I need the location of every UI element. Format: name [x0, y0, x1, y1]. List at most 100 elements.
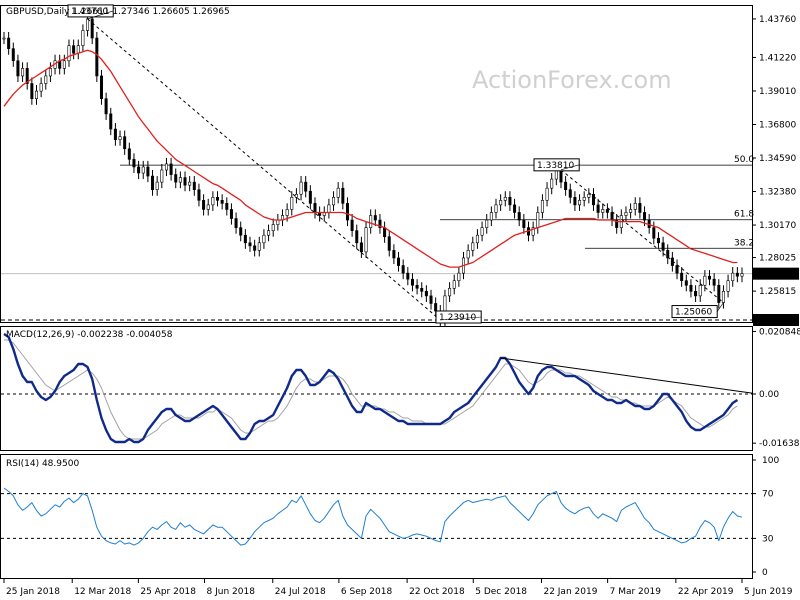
price-candle-body: [313, 203, 317, 213]
price-candle-body: [86, 18, 90, 31]
price-candle-body: [25, 68, 29, 84]
price-candle-body: [206, 204, 210, 210]
price-candle-body: [605, 209, 609, 213]
price-candle-body: [234, 218, 238, 228]
price-candle-body: [308, 190, 312, 204]
price-candle-body: [243, 234, 247, 244]
price-candle-body: [424, 291, 428, 297]
price-candle-body: [90, 18, 94, 39]
x-axis-tick-label: 24 Jul 2018: [275, 587, 326, 597]
price-candle-body: [192, 181, 196, 191]
price-candle-body: [545, 187, 549, 201]
price-candle-body: [582, 196, 586, 201]
price-candle-body: [536, 212, 540, 228]
price-candle-body: [415, 284, 419, 289]
price-candle-body: [471, 242, 475, 251]
price-candle-body: [624, 212, 628, 216]
moving-average-line: [3, 49, 738, 268]
price-candle-body: [21, 68, 25, 77]
price-candle-body: [113, 128, 117, 140]
price-candle-body: [689, 284, 693, 292]
price-panel-frame: [0, 5, 753, 323]
price-candle-body: [457, 272, 461, 282]
rsi-panel: 100 70 30 0: [1, 456, 779, 578]
price-y-tick-label: 1.25815: [759, 287, 796, 297]
price-candle-body: [137, 166, 141, 174]
price-candle-body: [698, 284, 702, 297]
price-annotation-connector: [560, 164, 580, 171]
price-candle-body: [257, 242, 261, 251]
price-candle-body: [146, 166, 150, 177]
price-candle-body: [387, 236, 391, 251]
price-candle-body: [475, 234, 479, 244]
price-candle-body: [197, 189, 201, 201]
price-candle-body: [239, 227, 243, 236]
price-candle-body: [513, 204, 517, 213]
price-candle-body: [294, 193, 298, 198]
price-candle-body: [271, 224, 275, 231]
price-candle-body: [735, 272, 739, 277]
price-candle-body: [494, 204, 498, 213]
price-candle-body: [694, 291, 698, 297]
price-candle-body: [499, 200, 503, 206]
x-axis-tick-label: 6 Sep 2018: [341, 587, 393, 597]
x-axis-tick-label: 5 Jun 2019: [744, 587, 793, 597]
price-candle-body: [615, 219, 619, 228]
price-candle-body: [568, 189, 572, 198]
price-candle-body: [401, 265, 405, 274]
price-candle-body: [285, 209, 289, 216]
price-candle-body: [104, 98, 108, 115]
price-candle-body: [188, 181, 192, 186]
price-candle-body: [383, 227, 387, 238]
price-candle-body: [183, 177, 187, 186]
price-candle-body: [11, 48, 15, 62]
price-candle-body: [160, 169, 164, 183]
price-candle-body: [72, 45, 76, 54]
price-y-tick-label: 1.28025: [759, 254, 796, 264]
price-annotation-connector: [87, 10, 114, 20]
x-axis-tick-label: 22 Jan 2019: [543, 587, 597, 597]
price-candle-body: [591, 193, 595, 206]
price-candle-body: [267, 230, 271, 236]
price-candle-body: [540, 200, 544, 213]
down-trend-line: [87, 18, 441, 321]
price-candle-body: [522, 219, 526, 228]
price-candle-body: [341, 187, 345, 204]
price-y-tick-label: 1.41220: [759, 53, 796, 63]
price-candle-body: [392, 250, 396, 259]
price-candle-body: [202, 200, 206, 210]
x-axis-tick-label: 5 Dec 2018: [475, 587, 527, 597]
price-candle-body: [643, 212, 647, 221]
fib-level-label: 38.2: [734, 238, 754, 248]
price-candle-body: [16, 60, 20, 77]
price-candle-body: [740, 273, 744, 277]
price-y-tick-label: 1.36800: [759, 120, 796, 130]
price-candle-body: [359, 242, 363, 253]
price-candle-body: [406, 272, 410, 280]
price-candle-body: [327, 204, 331, 213]
macd-panel-frame: [0, 326, 753, 451]
macd-line: [3, 332, 739, 444]
price-candle-body: [67, 45, 71, 62]
watermark: ActionForex.com: [472, 66, 672, 94]
price-candle-body: [652, 227, 656, 239]
price-candle-body: [503, 196, 507, 201]
price-candle-body: [220, 200, 224, 204]
rsi-title: RSI(14) 48.9500: [6, 459, 79, 469]
price-candle-body: [661, 242, 665, 251]
price-candle-body: [485, 219, 489, 228]
price-candle-body: [369, 215, 373, 228]
price-candle-body: [336, 187, 340, 198]
macd-y-tick-label: 0.00: [759, 390, 779, 400]
price-candle-body: [596, 204, 600, 213]
price-candle-body: [118, 136, 122, 140]
price-candle-body: [731, 272, 735, 282]
x-axis-tick-label: 12 Mar 2018: [74, 587, 131, 597]
price-candle-body: [610, 212, 614, 221]
price-candle-body: [355, 230, 359, 244]
price-candle-body: [290, 196, 294, 210]
price-candle-body: [276, 219, 280, 225]
macd-panel: 0.020848 0.00 -0.016389: [1, 327, 800, 449]
price-candle-body: [508, 196, 512, 206]
price-candle-body: [99, 75, 103, 100]
